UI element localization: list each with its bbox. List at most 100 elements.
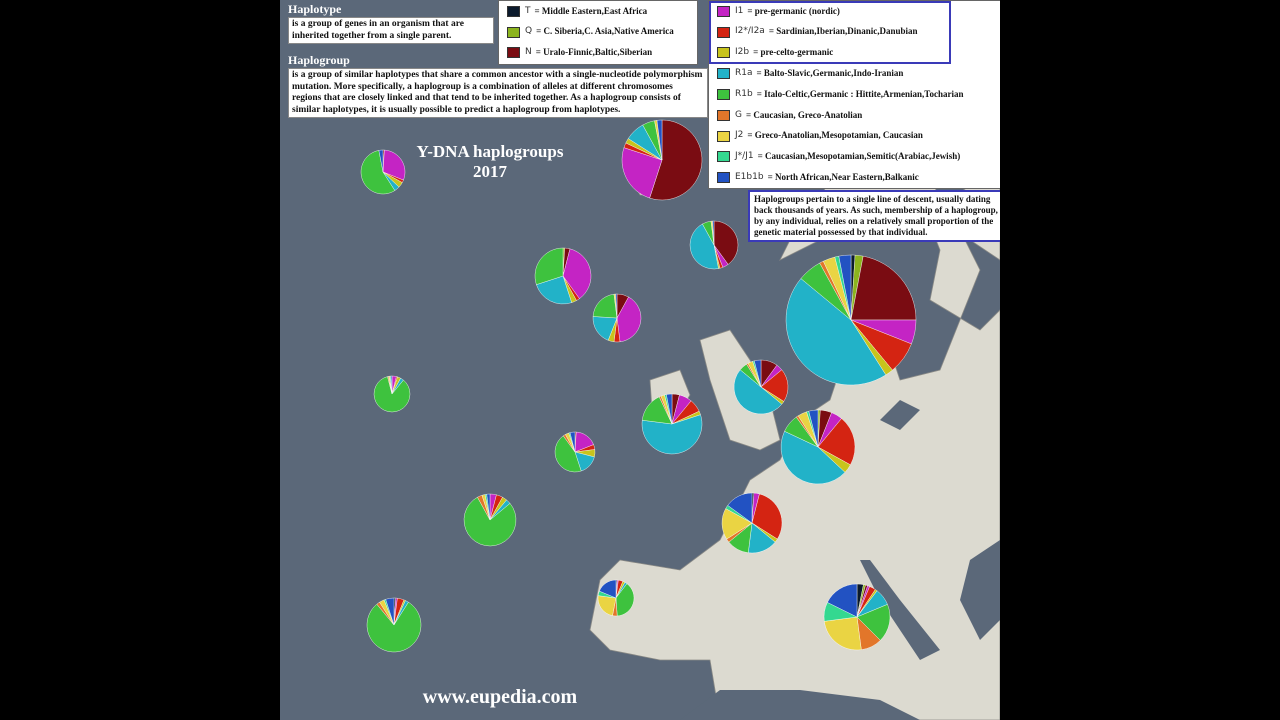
pie-wedge [656,119,663,161]
haplotype-text: is a group of genes in an organism that … [288,17,494,44]
legend-code: G [735,109,742,120]
legend-desc: = Greco-Anatolian,Mesopotamian, Caucasia… [747,130,923,141]
haplogroup-text: is a group of similar haplotypes that sh… [288,68,708,118]
legend-item: I2*/I2a = Sardinian,Iberian,Dinanic,Danub… [709,22,1000,43]
legend-item: R1b = Italo-Celtic,Germanic : Hittite,Arm… [709,84,1000,105]
pie-wedge [808,409,819,448]
pie-wedge [712,220,715,246]
pie-wedge [536,275,572,305]
haplotype-title: Haplotype [288,2,342,16]
map-panel: Haplotype is a group of genes in an orga… [280,0,1000,720]
legend-swatch [717,130,730,142]
legend-desc: = C. Siberia,C. Asia,Native America [536,26,674,37]
legend-item: N = Uralo-Finnic,Baltic,Siberian [499,43,697,64]
pie-wedge [666,393,673,425]
legend-code: J2 [735,130,744,141]
pie-wedge [856,604,891,641]
legend-desc: = Italo-Celtic,Germanic : Hittite,Armeni… [756,88,964,99]
legend-item: J*/J1 = Caucasian,Mesopotamian,Semitic(Ar… [709,147,1000,168]
legend-swatch [717,26,730,38]
pie-wedge [569,431,576,453]
pie-wedge [754,359,762,388]
legend-swatch [717,109,730,121]
legend-swatch [507,5,520,17]
pie-wedge [382,149,406,181]
pie-wedge [641,414,703,455]
pie-wedge [838,254,852,321]
legend-swatch [507,26,520,38]
legend-item: E1b1b = North African,Near Eastern,Balkan… [709,167,1000,188]
legend-highlight [709,1,951,64]
legend-desc: = North African,Near Eastern,Balkanic [767,172,919,183]
legend-swatch [507,47,520,59]
legend-code: Q [525,26,533,37]
legend-item: I2b = pre-celto-germanic [709,43,1000,64]
legend-code: N [525,47,532,58]
legend-swatch [717,5,730,17]
map-title: Y-DNA haplogroups 2017 [410,142,570,182]
legend-left: T = Middle Eastern,East Africa Q = C. Siber… [498,0,698,65]
legend-code: I1 [735,5,744,16]
legend-desc: = Uralo-Finnic,Baltic,Siberian [535,47,653,58]
legend-desc: = pre-germanic (nordic) [747,5,840,16]
map [360,109,1000,720]
legend-code: J*/J1 [735,151,754,162]
haplogroup-title: Haplogroup [288,53,350,67]
pie-wedge [373,376,411,413]
legend-code: T [525,5,531,16]
pie-wedge [592,293,618,319]
pie-wedge [824,616,862,651]
pie-wedge [366,601,422,653]
pie-wedge [534,247,564,285]
pie-wedge [689,223,719,270]
legend-swatch [717,89,730,101]
legend-code: R1b [735,88,753,99]
legend-desc: = Balto-Slavic,Germanic,Indo-Iranian [756,68,904,79]
note: Haplogroups pertain to a single line of … [748,190,1000,242]
legend-item: G = Caucasian, Greco-Anatolian [709,105,1000,126]
legend-item: R1a = Balto-Slavic,Germanic,Indo-Iranian [709,63,1000,84]
legend-item: J2 = Greco-Anatolian,Mesopotamian, Caucas… [709,126,1000,147]
legend-right: I1 = pre-germanic (nordic) I2*/I2a = Sardin… [708,0,1000,189]
legend-desc: = Sardinian,Iberian,Dinanic,Danubian [768,26,918,37]
pie-wedge [621,147,663,199]
map-title-text: Y-DNA haplogroups [416,142,564,161]
pie-wedge [713,220,739,265]
pie-wedge [615,293,618,319]
pie-wedge [360,150,396,195]
legend-swatch [717,68,730,80]
pie-wedge [751,493,783,540]
legend-code: R1a [735,68,753,79]
pie-wedge [733,369,783,415]
map-year: 2017 [473,162,507,181]
legend-code: I2*/I2a [735,26,765,37]
legend-item: I1 = pre-germanic (nordic) [709,1,1000,22]
pie-wedge [616,296,642,343]
pie-wedge [727,492,753,524]
pie-wedge [599,579,617,599]
legend-swatch [717,151,730,163]
legend-desc: = Caucasian, Greco-Anatolian [745,109,863,120]
pie-wedge [378,149,384,173]
legend-code: I2b [735,47,750,58]
legend-desc: = Middle Eastern,East Africa [534,5,648,16]
legend-desc: = pre-celto-germanic [753,47,834,58]
pie-wedge [385,597,395,626]
pie-wedge [390,375,393,395]
legend-swatch [717,172,730,184]
legend-swatch [717,47,730,59]
pie-wedge [615,583,635,617]
pie-wedge [554,435,582,473]
sea-inlets [680,400,1000,720]
legend-desc: = Caucasian,Mesopotamian,Semitic(Arabiac… [757,151,961,162]
pie-wedge [649,119,703,201]
source: www.eupedia.com [422,686,578,708]
pie-wedge [486,493,491,521]
pie-wedge [850,255,917,321]
pie-wedge [780,430,846,485]
pie-wedge [785,278,887,386]
legend-code: E1b1b [735,172,764,183]
legend-item: Q = C. Siberia,C. Asia,Native America [499,22,697,43]
pie-wedge [562,248,592,299]
